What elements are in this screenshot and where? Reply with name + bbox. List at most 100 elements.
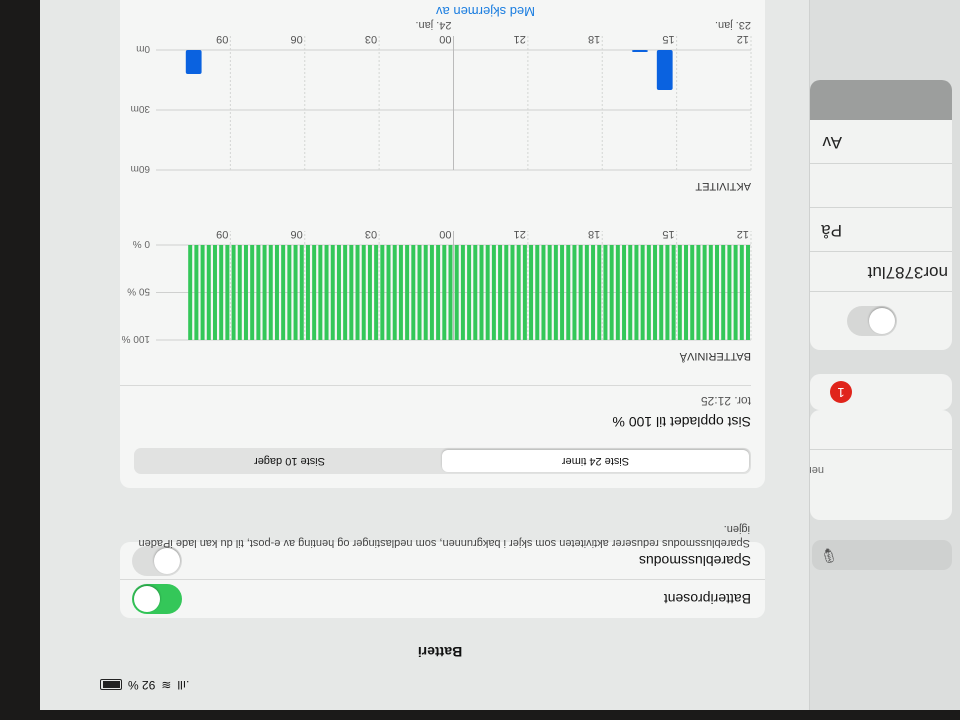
battery-y-tick: 100 % [122,333,150,344]
battery-bar [572,245,577,340]
battery-bar [318,245,323,340]
battery-bar [206,245,211,340]
battery-bar [665,245,670,340]
settings-card: Batteriprosent Sparebluss­modus [120,542,765,618]
tab-last-10-days[interactable]: Siste 10 dager [254,455,325,467]
sidebar-item[interactable]: ner [810,449,952,520]
battery-bar [504,245,509,340]
battery-bar [188,245,193,340]
battery-bar [460,245,465,340]
low-power-description: Sparebluss­modus reduserer aktiviteten s… [138,523,750,549]
battery-bar [522,245,527,340]
battery-bar [628,245,633,340]
date-label: 23. jan. [715,19,751,31]
battery-bar [293,245,298,340]
battery-bar [349,245,354,340]
sidebar-group-3: nor3787lut På Av [810,80,952,350]
battery-bar [677,245,682,340]
battery-bar [305,245,310,340]
sidebar-item-toggle-row [810,291,952,350]
battery-bar [727,245,732,340]
battery-bar [640,245,645,340]
divider [120,385,751,386]
battery-bar [609,245,614,340]
activity-x-tick: 00 [439,33,451,45]
battery-bar [299,245,304,340]
sidebar-item[interactable] [810,163,952,208]
battery-x-tick: 00 [439,228,451,240]
battery-bar [392,245,397,340]
battery-bar [448,245,453,340]
battery-percent-toggle[interactable] [132,584,182,614]
battery-bar [746,245,750,340]
battery-percent: 92 % [128,678,156,692]
battery-bar [690,245,695,340]
activity-y-tick: 60m [131,163,150,174]
date-label: 24. jan. [415,19,451,31]
microphone-icon[interactable]: 🎙 [820,548,838,564]
battery-bar [380,245,385,340]
battery-bar [516,245,521,340]
battery-level-chart: 100 % 50 % 0 % 12 15 18 21 00 03 06 09 [122,228,752,344]
battery-bar [591,245,596,340]
battery-page: .ıll ≋ 92 % Batteri Batteriprosent Spare… [90,0,790,710]
battery-x-tick: 18 [588,228,600,240]
battery-bar [361,245,366,340]
last-charged-time: tor. 21:25 [700,394,751,408]
battery-bar [553,245,558,340]
battery-icon [100,679,122,691]
battery-bar [535,245,540,340]
sidebar: 🎙 ner 1 nor3787lut På Av [809,0,960,710]
battery-bar [510,245,515,340]
activity-chart: 60m 30m 0m 12 15 18 21 00 03 06 09 23. jan. 24. jan. [131,19,752,174]
activity-x-tick: 15 [662,33,674,45]
battery-bar [467,245,472,340]
activity-bar [656,50,673,90]
sidebar-item[interactable] [810,410,952,450]
battery-bar [473,245,478,340]
battery-bar [374,245,379,340]
tab-last-24-hours[interactable]: Siste 24 timer [442,450,749,472]
battery-bar [250,245,255,340]
screen-off-link[interactable]: Med skjermen av [436,4,535,19]
battery-bar [343,245,348,340]
battery-bar [219,245,224,340]
battery-bar [454,245,459,340]
battery-bar [237,245,242,340]
battery-bar [200,245,205,340]
sidebar-item-wifi[interactable]: nor3787lut [810,251,952,292]
sidebar-group-1: ner [810,410,952,520]
sidebar-item-off[interactable]: Av [810,119,952,164]
activity-x-tick: 18 [588,33,600,45]
activity-y-tick: 30m [131,103,150,114]
battery-bar [423,245,428,340]
battery-bar [491,245,496,340]
page-title: Batteri [417,644,463,660]
activity-bar [185,50,202,74]
battery-bar [256,245,261,340]
low-power-label: Sparebluss­modus [638,553,751,569]
battery-x-tick: 03 [365,228,377,240]
low-power-toggle[interactable] [132,546,182,576]
activity-x-tick: 21 [514,33,526,45]
battery-percent-label: Batteriprosent [663,591,751,607]
battery-percent-row: Batteriprosent [120,579,765,618]
battery-x-tick: 12 [737,228,749,240]
sidebar-item-on[interactable]: På [810,207,952,252]
battery-bar [411,245,416,340]
battery-x-tick: 09 [216,228,228,240]
sidebar-search[interactable]: 🎙 [812,540,952,570]
battery-bar [194,245,199,340]
battery-bar [231,245,236,340]
battery-bar [243,245,248,340]
battery-y-tick: 50 % [127,286,150,297]
battery-bar [529,245,534,340]
battery-bar [281,245,286,340]
activity-x-tick: 06 [291,33,303,45]
battery-bar [398,245,403,340]
battery-bar [324,245,329,340]
battery-bar [274,245,279,340]
sidebar-item-selected[interactable] [810,80,952,120]
notification-badge: 1 [830,381,852,403]
